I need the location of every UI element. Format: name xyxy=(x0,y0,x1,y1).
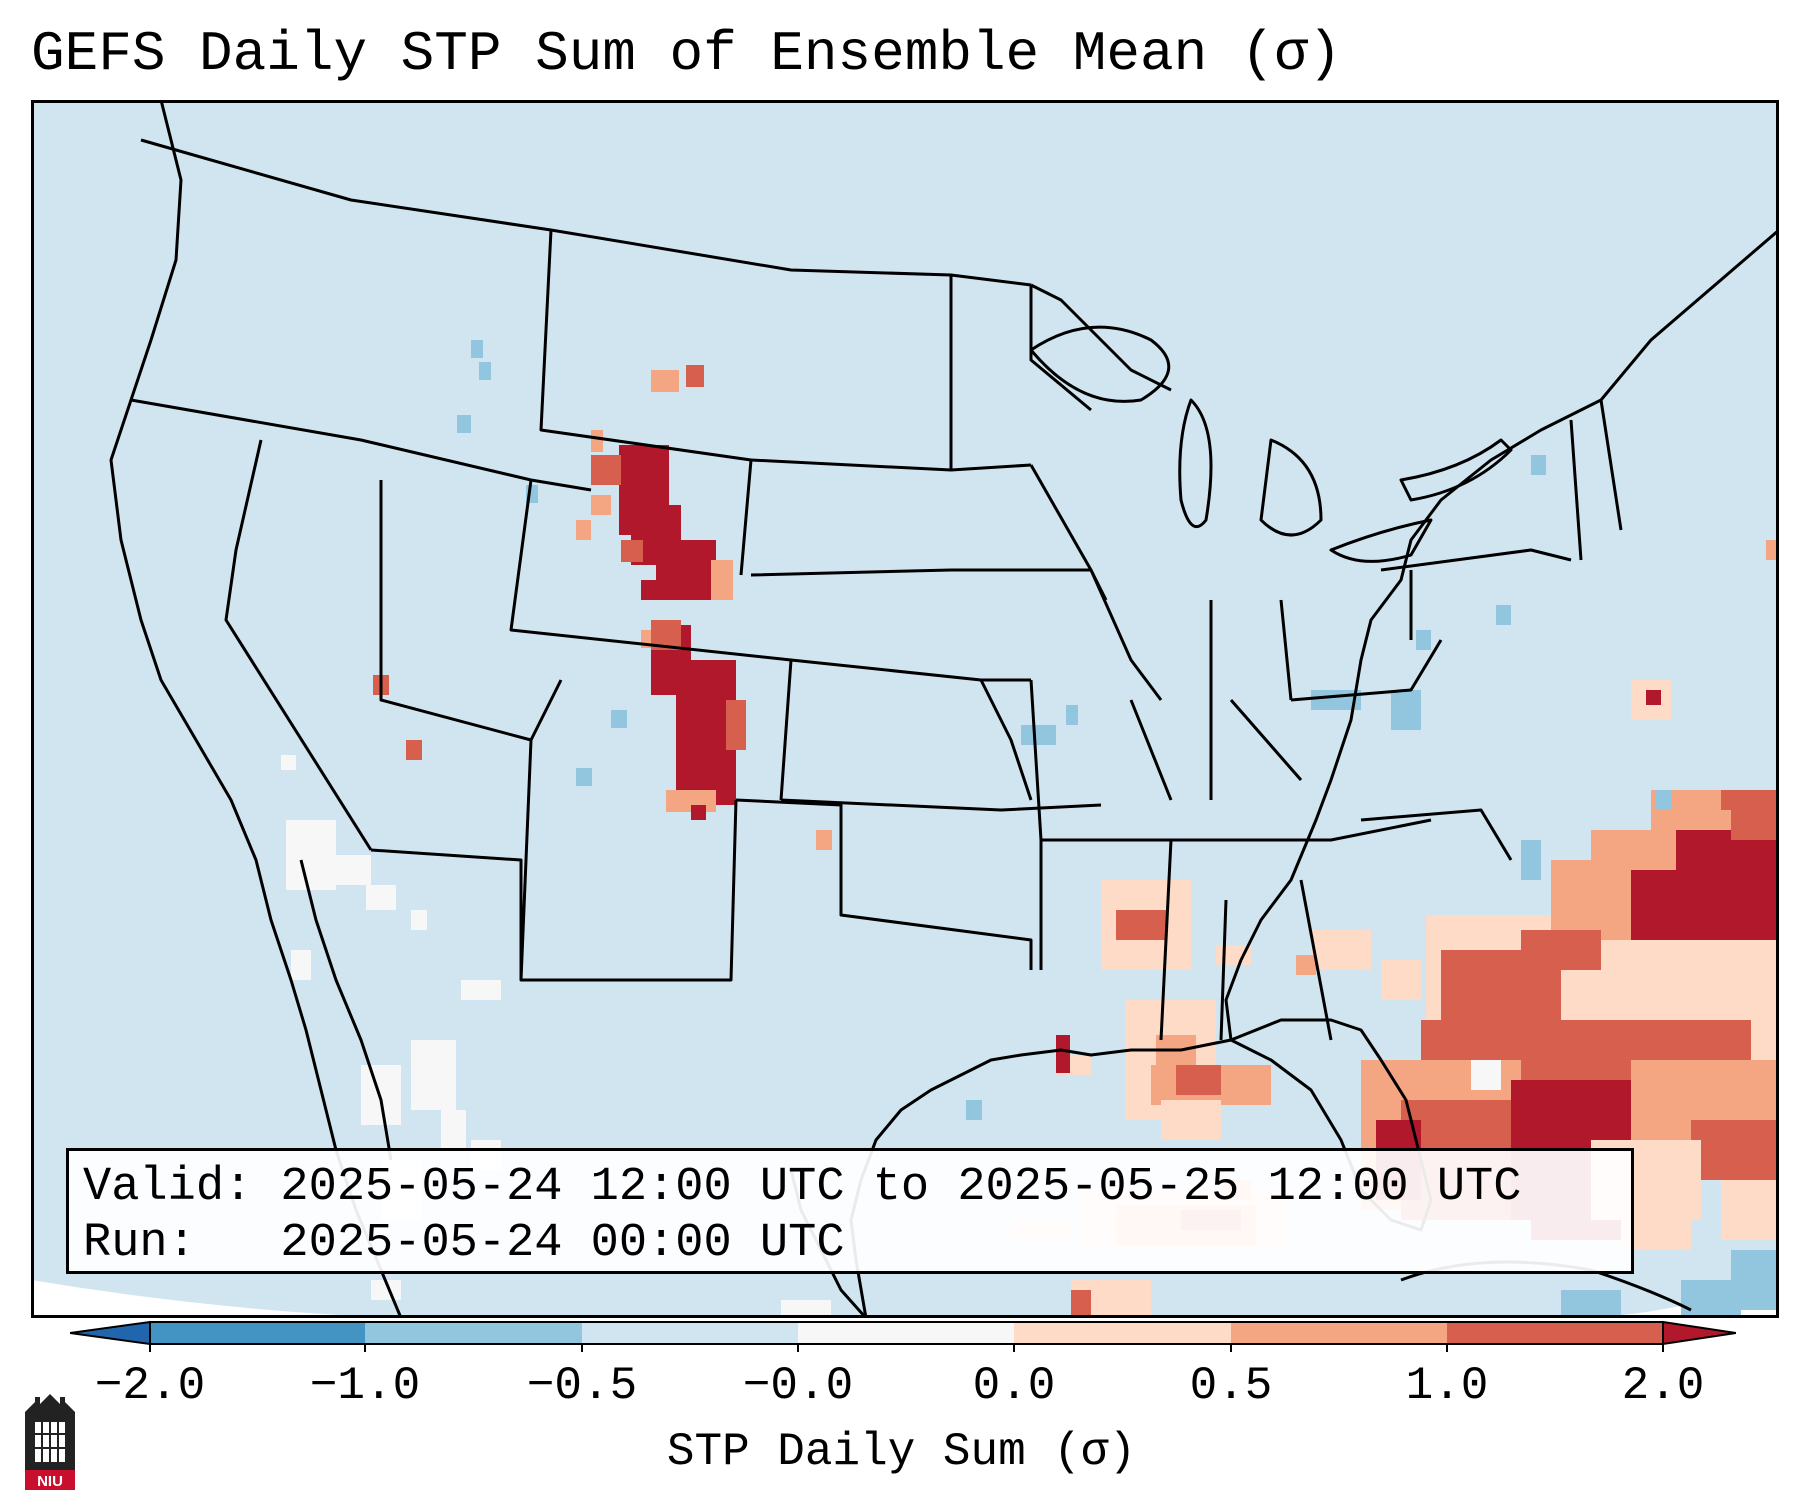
colorbar-seg-5 xyxy=(1231,1322,1447,1344)
region-mississippi-louisiana xyxy=(1056,880,1271,1140)
cell-utah-2 xyxy=(406,740,422,760)
tick-label: −1.0 xyxy=(309,1360,421,1412)
map-panel xyxy=(31,100,1779,1318)
colorbar-outline xyxy=(149,1321,1664,1345)
colorbar-seg-3 xyxy=(798,1322,1014,1344)
valid-line: Valid: 2025-05-24 12:00 UTC to 2025-05-2… xyxy=(83,1161,1522,1214)
colorbar-seg-2 xyxy=(582,1322,798,1344)
colorbar-seg-6 xyxy=(1447,1322,1663,1344)
tick-label: −0.0 xyxy=(742,1360,854,1412)
colorbar-tick-marks xyxy=(149,1344,1664,1352)
tick-label: 0.5 xyxy=(1189,1360,1273,1412)
colorbar-seg-4 xyxy=(1014,1322,1231,1344)
tick-label: 1.0 xyxy=(1405,1360,1489,1412)
run-line: Run: 2025-05-24 00:00 UTC xyxy=(83,1217,845,1270)
borders xyxy=(109,100,1779,1318)
region-wyoming-colorado xyxy=(576,365,746,820)
niu-logo-icon: NIU xyxy=(25,1394,75,1490)
tick-label: −2.0 xyxy=(94,1360,206,1412)
colorbar-extend-low xyxy=(70,1320,151,1346)
projection-corner xyxy=(31,1280,631,1318)
niu-logo-text: NIU xyxy=(37,1473,63,1490)
colorbar-ticks: −2.0 −1.0 −0.5 −0.0 0.0 0.5 1.0 2.0 xyxy=(0,1360,1803,1420)
cell-kansas xyxy=(816,830,832,850)
map-title: GEFS Daily STP Sum of Ensemble Mean (σ) xyxy=(31,22,1342,86)
colorbar-seg-0 xyxy=(150,1322,365,1344)
tick-label: −0.5 xyxy=(526,1360,638,1412)
info-box: Valid: 2025-05-24 12:00 UTC to 2025-05-2… xyxy=(66,1148,1634,1274)
colorbar-seg-1 xyxy=(365,1322,582,1344)
colorbar-label: STP Daily Sum (σ) xyxy=(666,1426,1137,1478)
tick-label: 0.0 xyxy=(972,1360,1056,1412)
colorbar xyxy=(70,1320,1736,1352)
tick-label: 2.0 xyxy=(1621,1360,1705,1412)
map-frame xyxy=(31,100,1779,1318)
colorbar-extend-high xyxy=(1662,1320,1736,1346)
